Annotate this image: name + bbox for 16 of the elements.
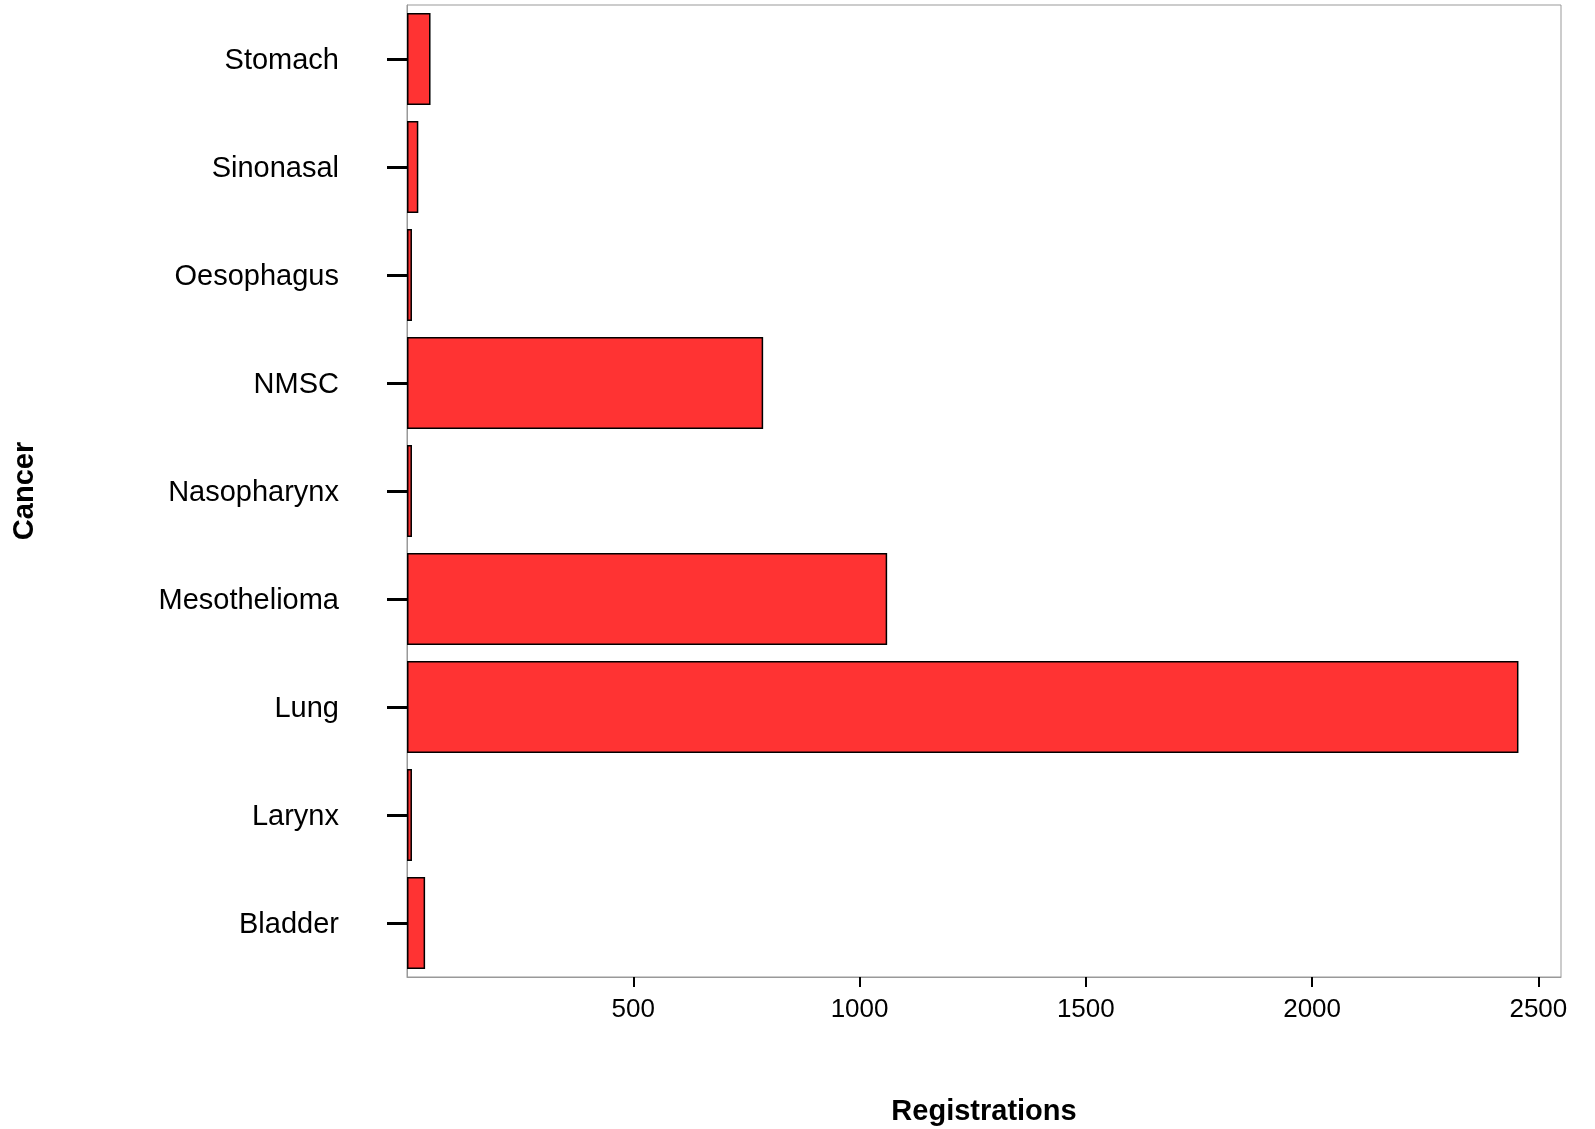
y-axis-title: Cancer xyxy=(6,441,39,541)
y-tick-label: Bladder xyxy=(239,907,340,939)
x-tick-label: 1500 xyxy=(1056,993,1115,1023)
y-tick-label: Larynx xyxy=(251,799,340,831)
x-tick-label: 2000 xyxy=(1283,993,1342,1023)
y-tick-label: Stomach xyxy=(224,43,339,75)
y-tick-label: Oesophagus xyxy=(174,259,339,291)
x-tick-label: 500 xyxy=(611,993,655,1023)
y-tick-label: Lung xyxy=(274,691,339,723)
x-tick-label: 2500 xyxy=(1509,993,1568,1023)
y-tick-label: NMSC xyxy=(253,367,339,399)
y-tick-label: Sinonasal xyxy=(211,151,339,183)
y-tick-label: Mesothelioma xyxy=(158,583,340,615)
y-tick-label: Nasopharynx xyxy=(168,475,340,507)
x-axis-title: Registrations xyxy=(891,1093,1077,1126)
x-tick-label: 1000 xyxy=(830,993,889,1023)
